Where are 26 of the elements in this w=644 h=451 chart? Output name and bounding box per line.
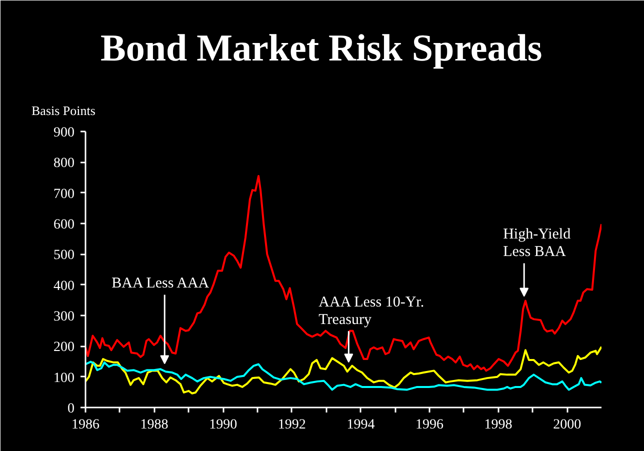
- x-tick-label: 1994: [346, 418, 375, 432]
- x-tick-label: 1986: [72, 418, 100, 432]
- y-tick-label: 200: [54, 340, 74, 356]
- y-axis-title: Basis Points: [32, 103, 96, 118]
- y-tick-label: 400: [54, 278, 74, 294]
- y-tick-label: 900: [54, 126, 74, 140]
- x-tick-label: 1996: [416, 418, 444, 432]
- x-tick-label: 2000: [553, 418, 582, 432]
- y-tick-label: 100: [54, 370, 74, 386]
- line-series: [86, 346, 602, 394]
- annotation: AAA Less 10-Yr. Treasury: [318, 294, 424, 328]
- y-tick-label: 0: [68, 402, 74, 416]
- x-tick-label: 1998: [484, 418, 512, 432]
- y-tick-label: 300: [54, 310, 74, 324]
- x-tick-label: 1990: [209, 418, 238, 432]
- y-tick-label: 600: [54, 218, 74, 232]
- line-series: [86, 174, 602, 372]
- annotation: BAA Less AAA: [112, 276, 210, 292]
- y-tick-label: 500: [54, 248, 74, 264]
- y-tick-label: 700: [54, 186, 74, 202]
- y-tick-label: 800: [54, 156, 74, 172]
- x-tick-label: 1992: [278, 418, 306, 432]
- annotation: High-Yield Less BAA: [503, 226, 572, 260]
- line-series: [86, 360, 602, 391]
- x-tick-label: 1988: [140, 418, 168, 432]
- chart-title: Bond Market Risk Spreads: [100, 28, 542, 70]
